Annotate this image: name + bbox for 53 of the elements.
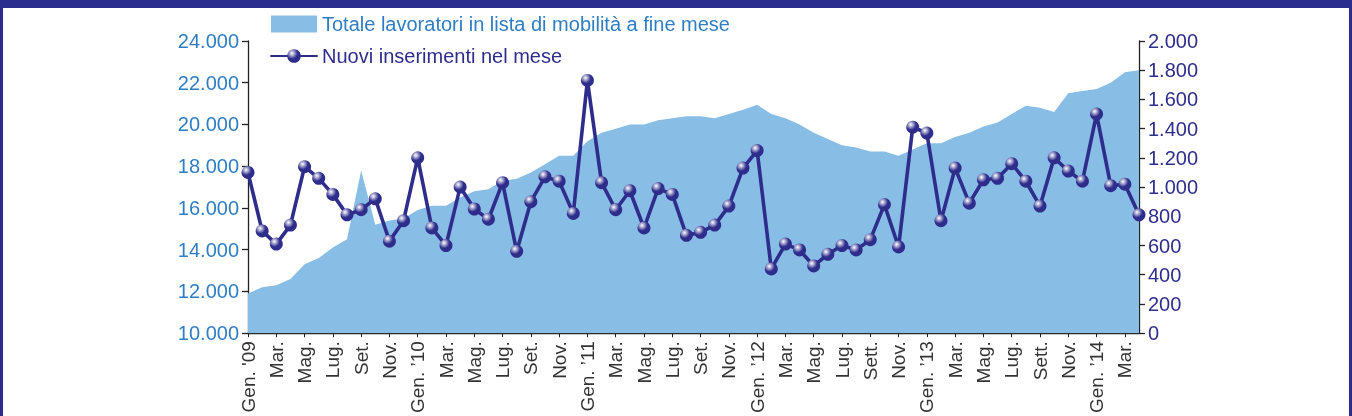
y2-tick-label: 200 [1148, 292, 1182, 315]
y2-tick-label: 800 [1148, 205, 1182, 228]
x-tick-label: Set. [350, 341, 372, 375]
x-tick-label: Lug. [831, 341, 853, 379]
y2-tick-label: 1.200 [1148, 146, 1199, 169]
x-tick-label: Set. [520, 341, 542, 375]
y-tick-label: 18.000 [177, 155, 239, 178]
x-tick-label: Lug. [322, 341, 344, 379]
x-tick-label: Mag. [972, 341, 994, 384]
x-tick-label: Lug. [1001, 341, 1023, 379]
x-tick-label: Gen. ’11 [576, 341, 598, 412]
y-tick-label: 10.000 [177, 322, 239, 345]
legend-label: Totale lavoratori in lista di mobilità a fine mese [322, 13, 730, 35]
y2-tick-label: 600 [1148, 234, 1182, 257]
x-tick-label: Gen. ’10 [407, 341, 429, 413]
y-tick-label: 22.000 [177, 71, 239, 94]
y-tick-label: 24.000 [177, 30, 239, 52]
x-tick-label: Sett. [859, 341, 881, 381]
y-tick-label: 12.000 [177, 280, 239, 303]
x-tick-label: Sett. [1029, 341, 1051, 381]
x-tick-label: Nov. [1057, 341, 1079, 379]
x-tick-label: Mar. [944, 341, 966, 379]
x-tick-label: Gen. ’12 [746, 341, 768, 413]
x-tick-label: Mar. [774, 341, 796, 379]
x-tick-label: Set. [690, 341, 712, 375]
y2-tick-label: 1.600 [1148, 88, 1199, 111]
x-tick-label: Mar. [1114, 341, 1136, 379]
y2-tick-label: 2.000 [1148, 30, 1199, 52]
y2-tick-label: 1.800 [1148, 59, 1199, 82]
legend-label: Nuovi inserimenti nel mese [322, 45, 563, 67]
x-tick-label: Mag. [294, 341, 316, 384]
x-tick-label: Gen. '09 [237, 341, 259, 413]
x-tick-label: Lug. [661, 341, 683, 379]
x-tick-label: Nov. [718, 341, 740, 379]
x-tick-label: Gen. ’14 [1086, 340, 1108, 413]
y-tick-label: 14.000 [177, 238, 239, 261]
x-tick-label: Lug. [492, 341, 514, 379]
y2-tick-label: 0 [1148, 322, 1160, 345]
x-tick-label: Mar. [605, 341, 627, 379]
x-tick-label: Nov. [888, 341, 910, 379]
x-tick-label: Mag. [803, 341, 825, 384]
y-tick-label: 20.000 [177, 113, 239, 136]
y2-tick-label: 400 [1148, 263, 1182, 286]
x-tick-label: Mag. [463, 341, 485, 384]
x-tick-label: Mag. [633, 341, 655, 384]
y2-tick-label: 1.400 [1148, 117, 1199, 140]
x-tick-label: Nov. [378, 341, 400, 379]
y2-tick-label: 1.000 [1148, 176, 1199, 199]
x-tick-label: Mar. [435, 341, 457, 379]
x-tick-label: Mar. [265, 341, 287, 379]
y-tick-label: 16.000 [177, 196, 239, 219]
x-tick-label: Gen. ’13 [916, 341, 938, 413]
x-tick-label: Nov. [548, 341, 570, 379]
